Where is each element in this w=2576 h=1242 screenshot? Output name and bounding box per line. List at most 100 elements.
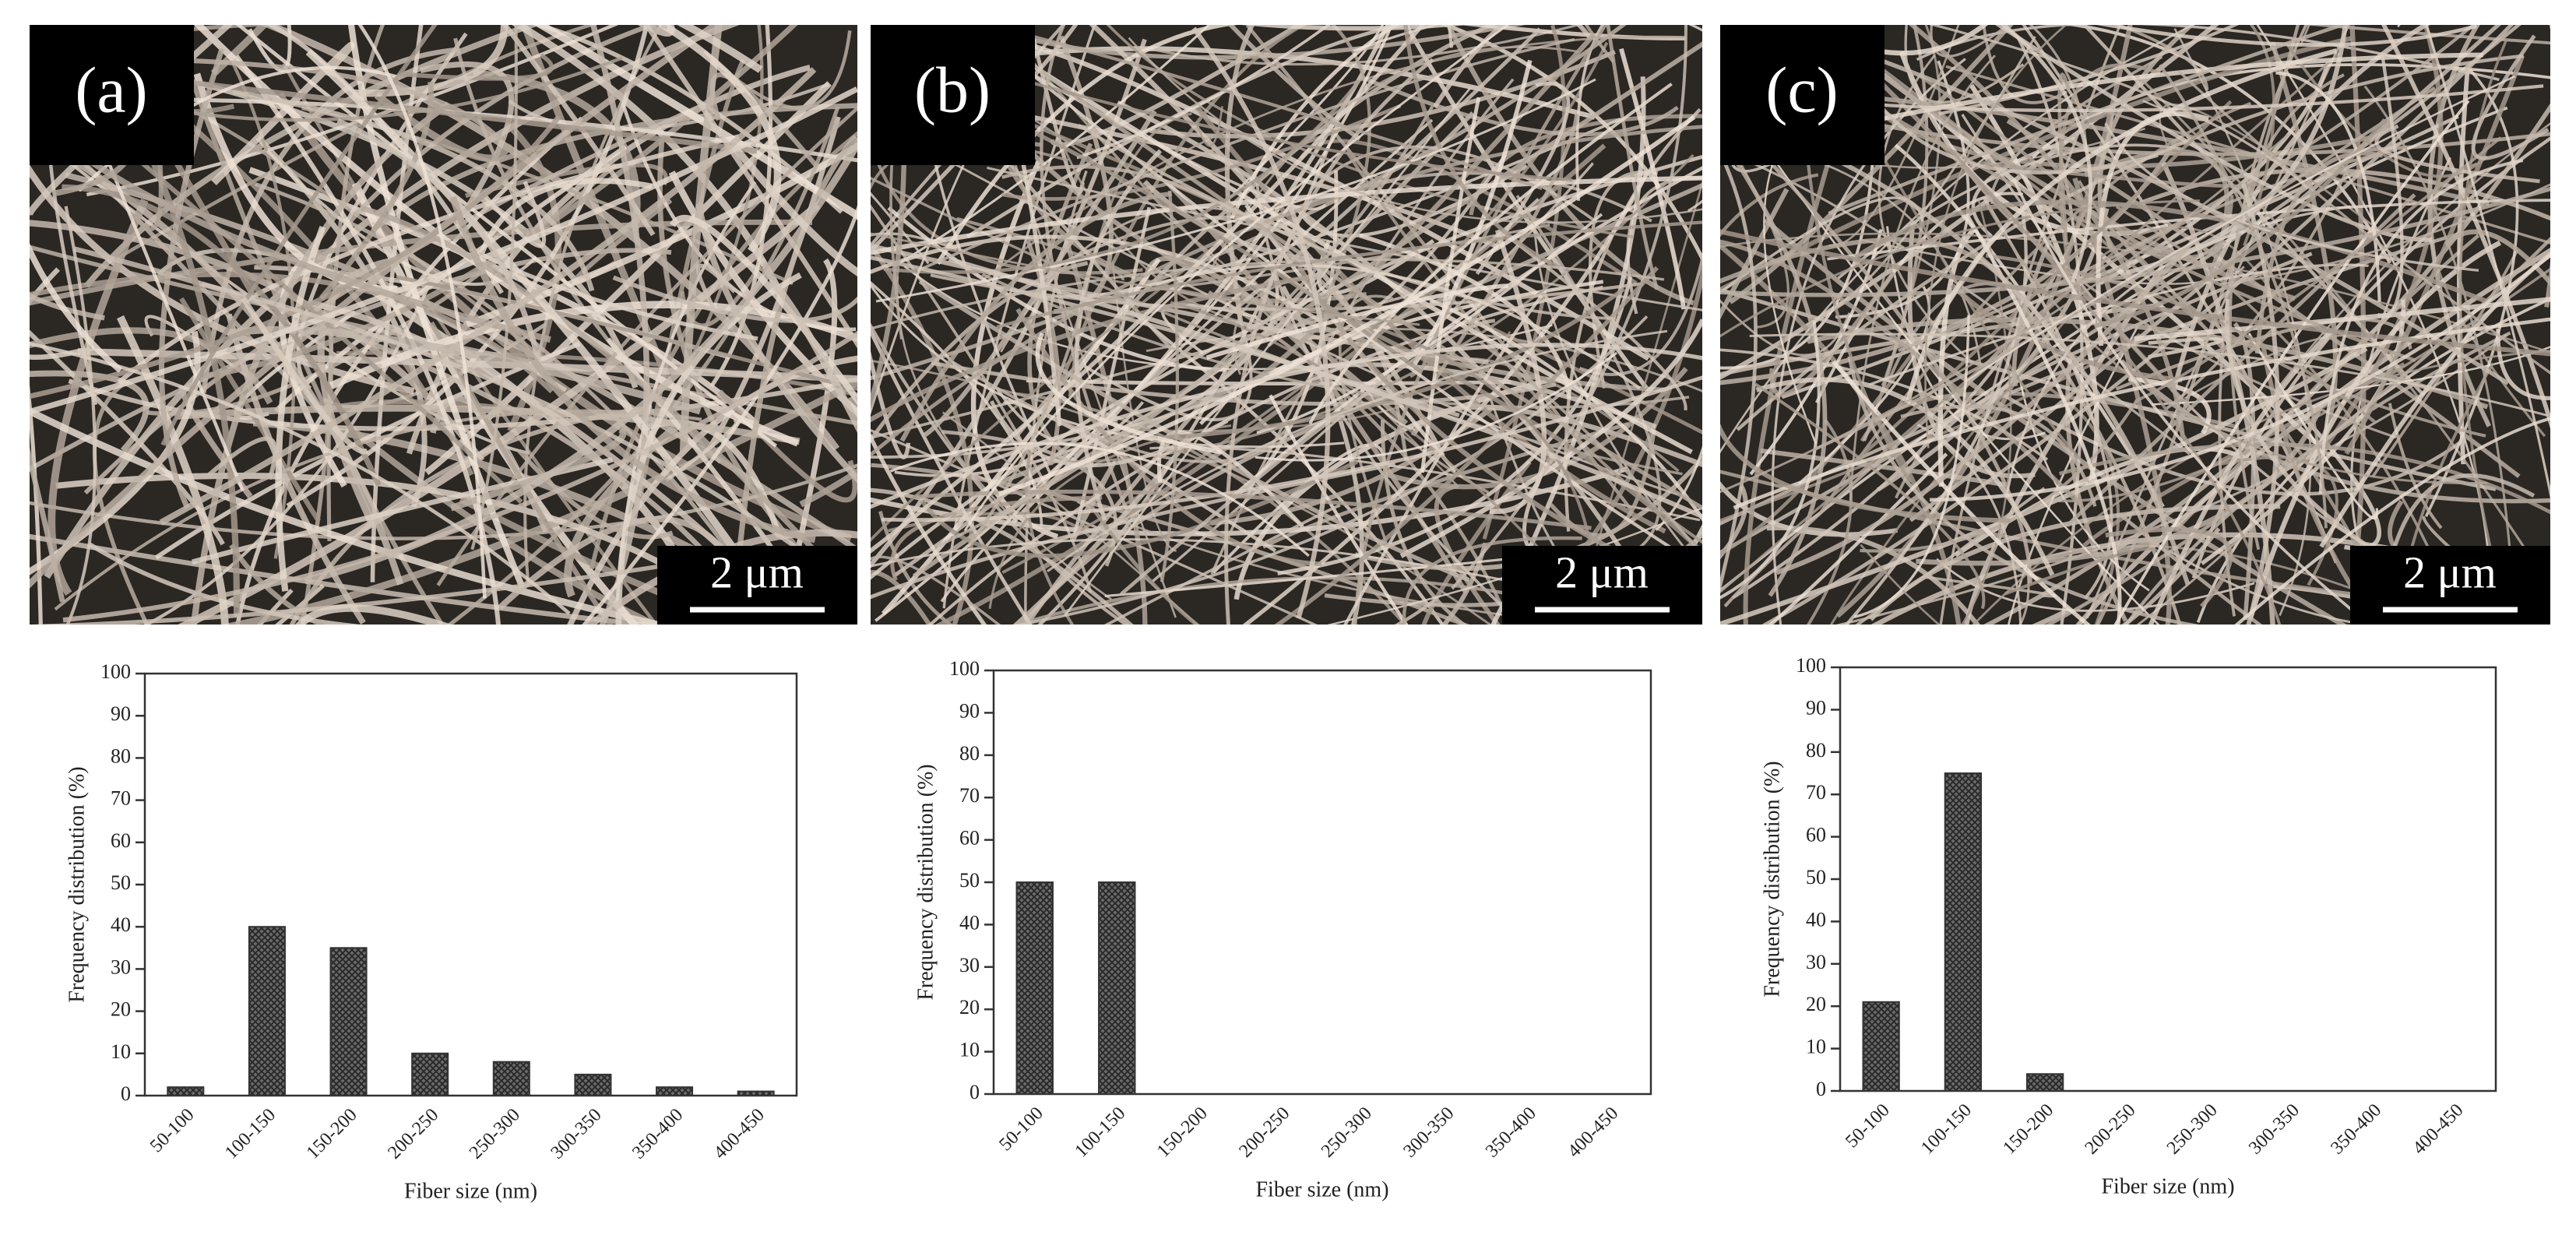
fiber [643,25,857,349]
fiber [729,141,857,277]
fiber [914,25,1053,477]
fiber [1928,25,2309,189]
fiber [2161,161,2275,625]
fiber [2374,124,2540,184]
fiber [2553,524,2576,681]
fiber [47,144,530,455]
fiber [1749,332,2548,417]
y-tick-label: 20 [111,998,131,1021]
fiber [941,411,1199,625]
fiber [1035,332,1222,455]
fiber [211,41,355,186]
fiber [2220,456,2338,586]
y-tick-label: 100 [100,660,131,683]
fiber [966,25,1413,239]
fiber [1720,186,2550,297]
fiber [665,418,739,482]
fiber [396,275,857,392]
fiber [871,327,1033,625]
fiber [1434,484,1501,625]
fiber [1130,309,1445,625]
y-tick-label: 80 [1806,739,1826,762]
y-tick-label: 40 [111,913,131,936]
fiber [1844,202,2028,625]
fiber [1860,544,1941,625]
fiber [881,375,1702,522]
scale-label: 2 μm [2403,547,2497,597]
fiber [160,25,438,446]
fiber [1381,420,1467,625]
fiber [1277,276,1633,575]
fiber [1806,157,1982,364]
fiber [875,78,1596,303]
fiber [1019,651,1516,744]
fiber [2234,417,2550,625]
fiber [1806,418,1853,625]
fiber [656,25,782,254]
y-tick-label: 10 [959,1039,980,1061]
fiber [1936,558,2255,612]
fiber [948,256,1702,519]
y-axis-label: Frequency distribution (%) [913,764,938,1000]
plot-frame [992,669,1652,1096]
fiber [1274,266,1659,625]
y-tick-label: 30 [1806,951,1826,973]
fiber [871,432,987,625]
fiber [871,234,1321,322]
fiber [1720,114,1877,370]
x-tick-label: 250-300 [466,1105,524,1163]
fiber [871,258,1665,330]
fiber [65,172,857,554]
bar [1862,1001,1900,1092]
fiber [2471,34,2550,160]
fiber [371,103,857,233]
bar [656,1086,694,1097]
fiber [1904,25,2025,104]
fiber [30,243,123,373]
fiber [1327,506,1702,625]
fiber [1024,170,1088,625]
fiber [479,178,653,255]
fiber [420,62,515,224]
fiber [1854,199,2486,304]
fiber [2296,25,2444,483]
fiber [1475,82,1571,276]
bar [248,926,286,1096]
bar [492,1061,530,1097]
x-tick-label: 400-450 [2409,1100,2468,1159]
y-tick-label: 20 [959,996,980,1019]
fiber [2093,118,2387,329]
fiber [1924,25,2068,449]
fiber [1224,25,1255,323]
fiber [695,202,857,484]
x-tick-label: 50-100 [995,1103,1047,1155]
fiber [1047,329,1668,573]
y-tick-label: 0 [121,1082,131,1105]
fiber [30,370,150,453]
y-tick-label: 30 [111,955,131,978]
fiber [1950,283,2183,383]
fiber [768,279,857,433]
fiber [2152,346,2550,406]
fiber [1900,404,2097,507]
fiber [968,295,1087,547]
x-tick-label: 350-400 [628,1105,687,1163]
fiber [1818,52,2483,135]
fiber [1090,505,1200,625]
fiber [1853,315,1970,618]
fiber [229,544,327,625]
fiber [2006,205,2351,493]
bar [1098,881,1136,1095]
fiber [962,32,1327,211]
fiber [1966,216,2122,625]
x-tick-label: 200-250 [1235,1103,1293,1162]
fiber [1432,25,1592,109]
x-tick-label: 400-450 [710,1105,769,1163]
plot-frame [1839,666,2497,1092]
fiber [201,47,460,393]
fiber [2159,64,2328,529]
fiber [1402,536,1582,625]
x-tick-label: 50-100 [146,1105,198,1156]
fiber [871,192,930,265]
